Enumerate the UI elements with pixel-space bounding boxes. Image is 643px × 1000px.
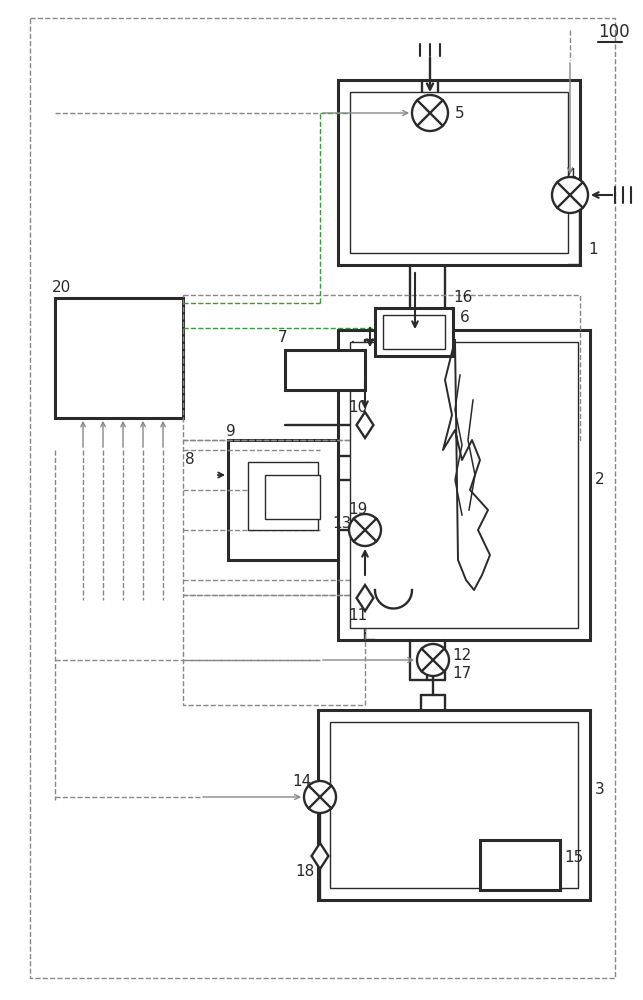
Text: 100: 100: [598, 23, 629, 41]
Text: 9: 9: [226, 424, 236, 440]
Text: 18: 18: [295, 864, 314, 880]
Bar: [338, 80, 580, 265]
Bar: [183, 440, 365, 595]
Polygon shape: [357, 412, 374, 438]
Bar: [318, 710, 590, 900]
Bar: [375, 308, 453, 356]
Text: 4: 4: [566, 167, 575, 182]
Text: 14: 14: [292, 774, 311, 790]
Text: 20: 20: [52, 280, 71, 296]
Bar: [330, 722, 578, 888]
Text: 12: 12: [452, 648, 471, 662]
Text: 7: 7: [278, 330, 287, 346]
Text: 2: 2: [595, 473, 604, 488]
Polygon shape: [357, 585, 374, 611]
Bar: [248, 462, 318, 530]
Bar: [350, 92, 568, 253]
Text: 10: 10: [348, 400, 367, 416]
Bar: [183, 595, 365, 705]
Bar: [350, 342, 578, 628]
Text: 3: 3: [595, 782, 605, 798]
Text: 19: 19: [348, 502, 367, 518]
Text: 16: 16: [453, 290, 473, 306]
Text: 5: 5: [455, 105, 465, 120]
Bar: [338, 330, 590, 640]
Polygon shape: [312, 843, 329, 869]
Bar: [383, 315, 445, 349]
Circle shape: [349, 514, 381, 546]
Text: 17: 17: [452, 666, 471, 680]
Bar: [228, 440, 338, 560]
Bar: [183, 295, 580, 440]
Circle shape: [304, 781, 336, 813]
Bar: [480, 840, 560, 890]
Bar: [55, 298, 183, 418]
Bar: [265, 475, 320, 519]
Text: 6: 6: [460, 310, 470, 326]
Circle shape: [552, 177, 588, 213]
Circle shape: [417, 644, 449, 676]
Text: 11: 11: [348, 607, 367, 622]
Text: 13: 13: [332, 516, 351, 532]
Bar: [285, 350, 365, 390]
Circle shape: [412, 95, 448, 131]
Text: 8: 8: [185, 452, 195, 468]
Text: 1: 1: [588, 242, 597, 257]
Text: 15: 15: [564, 850, 583, 865]
